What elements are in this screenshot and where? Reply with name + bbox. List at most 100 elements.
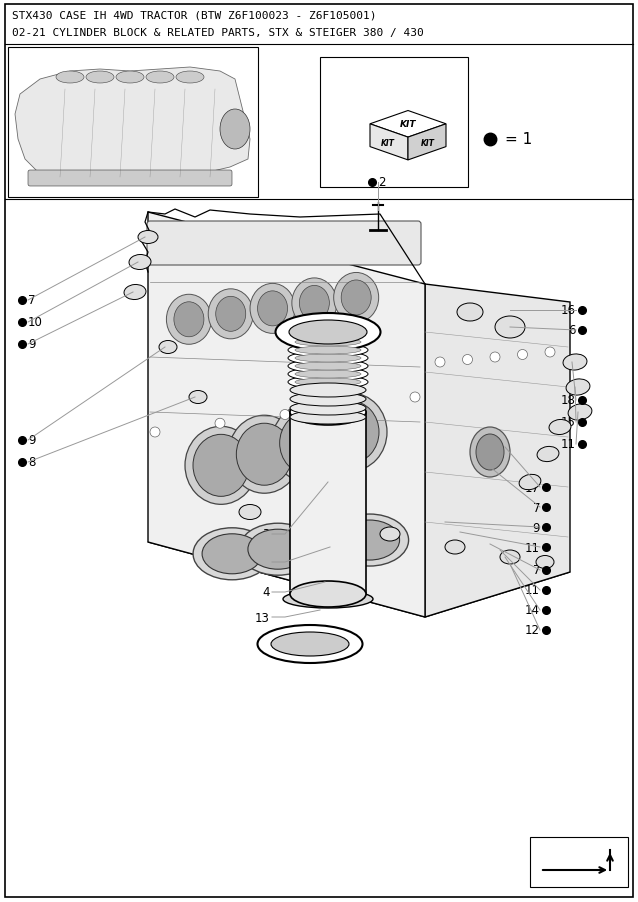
Text: 2: 2 <box>378 176 385 189</box>
Ellipse shape <box>295 338 361 346</box>
Text: 18: 18 <box>561 394 576 407</box>
Ellipse shape <box>239 524 317 575</box>
Ellipse shape <box>258 291 288 327</box>
Ellipse shape <box>283 590 373 608</box>
FancyBboxPatch shape <box>28 170 232 187</box>
Ellipse shape <box>470 428 510 477</box>
Ellipse shape <box>159 341 177 354</box>
Text: 7: 7 <box>28 294 36 308</box>
Ellipse shape <box>185 427 257 505</box>
Text: = 1: = 1 <box>505 133 532 147</box>
Ellipse shape <box>116 72 144 84</box>
Ellipse shape <box>566 380 590 396</box>
Text: KIT: KIT <box>400 119 416 128</box>
Ellipse shape <box>288 375 368 390</box>
Text: 11: 11 <box>525 584 540 597</box>
Ellipse shape <box>290 582 366 607</box>
Ellipse shape <box>124 285 146 300</box>
Ellipse shape <box>129 255 151 271</box>
Text: 13: 13 <box>255 611 270 624</box>
Ellipse shape <box>537 446 559 462</box>
Bar <box>320 58 468 188</box>
Text: 8: 8 <box>28 456 35 469</box>
Polygon shape <box>425 285 570 617</box>
Ellipse shape <box>271 632 349 657</box>
Circle shape <box>545 347 555 357</box>
Ellipse shape <box>193 529 271 580</box>
Ellipse shape <box>146 72 174 84</box>
Ellipse shape <box>290 401 366 416</box>
Circle shape <box>490 353 500 363</box>
Ellipse shape <box>295 346 361 354</box>
Ellipse shape <box>258 625 362 663</box>
Ellipse shape <box>216 297 246 332</box>
Text: 15: 15 <box>561 416 576 429</box>
Text: 16: 16 <box>561 304 576 318</box>
Bar <box>8 48 258 198</box>
Bar <box>530 837 628 887</box>
Text: KIT: KIT <box>421 138 435 147</box>
Ellipse shape <box>341 281 371 316</box>
Text: 6: 6 <box>568 324 576 337</box>
Text: 7: 7 <box>533 564 540 577</box>
Ellipse shape <box>323 401 379 464</box>
Ellipse shape <box>189 391 207 404</box>
Ellipse shape <box>202 534 262 575</box>
Ellipse shape <box>248 529 308 569</box>
Polygon shape <box>370 124 408 161</box>
Ellipse shape <box>288 352 368 365</box>
Text: KIT: KIT <box>381 138 395 147</box>
Text: 17: 17 <box>525 481 540 494</box>
Ellipse shape <box>519 474 541 490</box>
Circle shape <box>435 357 445 368</box>
Text: 12: 12 <box>525 624 540 637</box>
Ellipse shape <box>174 302 204 337</box>
Ellipse shape <box>339 520 399 560</box>
Ellipse shape <box>293 525 353 565</box>
Ellipse shape <box>290 410 366 425</box>
Ellipse shape <box>295 379 361 387</box>
Text: 4: 4 <box>262 586 270 599</box>
Ellipse shape <box>536 556 554 569</box>
Text: 10: 10 <box>28 316 43 329</box>
Ellipse shape <box>250 284 295 334</box>
Ellipse shape <box>228 416 300 493</box>
Circle shape <box>280 410 290 420</box>
Circle shape <box>215 419 225 428</box>
Ellipse shape <box>176 72 204 84</box>
Circle shape <box>517 350 528 360</box>
Ellipse shape <box>295 354 361 363</box>
Text: 5: 5 <box>263 556 270 569</box>
Ellipse shape <box>295 371 361 379</box>
Text: 11: 11 <box>525 541 540 554</box>
Ellipse shape <box>495 317 525 338</box>
Polygon shape <box>148 497 570 617</box>
Ellipse shape <box>236 424 292 485</box>
Ellipse shape <box>299 286 329 321</box>
Ellipse shape <box>220 110 250 150</box>
FancyBboxPatch shape <box>147 222 421 266</box>
Circle shape <box>345 401 355 411</box>
Ellipse shape <box>290 400 366 426</box>
Ellipse shape <box>86 72 114 84</box>
Text: 3: 3 <box>263 528 270 541</box>
Ellipse shape <box>295 363 361 371</box>
Ellipse shape <box>167 295 211 345</box>
Text: 14: 14 <box>525 603 540 617</box>
Ellipse shape <box>457 304 483 322</box>
Ellipse shape <box>292 279 337 328</box>
Ellipse shape <box>285 519 363 571</box>
Ellipse shape <box>549 420 571 435</box>
Text: STX430 CASE IH 4WD TRACTOR (BTW Z6F100023 - Z6F105001): STX430 CASE IH 4WD TRACTOR (BTW Z6F10002… <box>12 10 376 20</box>
Ellipse shape <box>315 393 387 472</box>
Ellipse shape <box>276 314 380 352</box>
Polygon shape <box>290 412 366 594</box>
Polygon shape <box>148 213 425 617</box>
Ellipse shape <box>563 354 587 371</box>
Ellipse shape <box>239 505 261 520</box>
Text: 7: 7 <box>533 501 540 514</box>
Ellipse shape <box>193 435 249 497</box>
Polygon shape <box>408 124 446 161</box>
Ellipse shape <box>208 290 253 339</box>
Ellipse shape <box>330 514 408 566</box>
